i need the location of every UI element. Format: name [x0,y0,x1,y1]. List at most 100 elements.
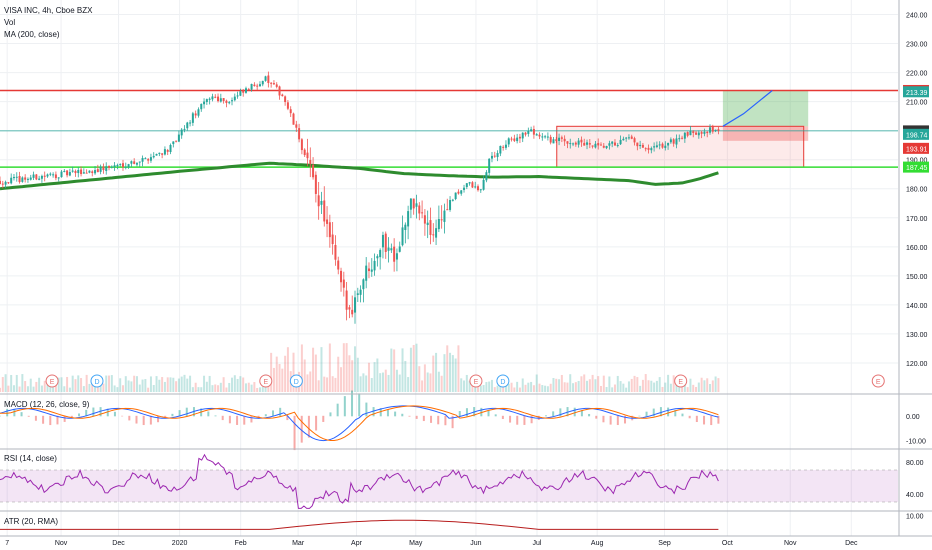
candle-body [379,250,382,258]
macd-histogram-bar [279,407,282,417]
dividend-marker[interactable]: D [496,374,510,388]
volume-bar [43,380,46,392]
macd-histogram-bar [329,412,332,417]
volume-bar [485,382,488,392]
earnings-marker[interactable]: E [469,374,483,388]
volume-bar [18,386,21,392]
macd-histogram-bar [379,408,382,417]
candle-body [549,136,552,143]
volume-bar [440,375,443,392]
volume-bar [320,347,323,392]
candle-body [560,137,563,139]
volume-bar [706,378,709,392]
volume-bar [110,375,113,392]
earnings-marker[interactable]: E [259,374,273,388]
volume-bar [312,347,315,392]
price-tick-label: 170.00 [906,216,928,223]
volume-bar [309,371,312,392]
candle-body [474,186,477,188]
candle-body [175,140,178,142]
volume-bar [256,387,259,392]
volume-bar [57,377,60,392]
candle-body [532,128,535,135]
volume-bar [365,375,368,392]
candle-body [200,103,203,110]
volume-bar [317,380,320,392]
volume-bar [672,375,675,392]
candle-body [183,128,186,130]
candle-body [633,138,636,143]
volume-bar [524,384,527,392]
candle-body [443,210,446,222]
candle-body [1,183,4,185]
candle-body [367,268,370,272]
candle-body [541,136,544,138]
candle-body [683,132,686,139]
volume-bar [35,381,38,392]
candle-body [616,145,619,147]
candle-body [641,144,644,148]
candle-body [110,166,113,168]
macd-histogram-bar [573,407,576,417]
candle-body [457,191,460,194]
volume-bar [376,358,379,392]
dividend-marker[interactable]: D [289,374,303,388]
candle-body [463,187,466,190]
volume-bar [144,379,147,392]
candle-body [219,98,222,102]
candle-body [275,84,278,87]
drawings[interactable] [722,90,773,127]
dividend-marker[interactable]: D [90,374,104,388]
volume-bar [384,369,387,392]
earnings-marker[interactable]: E [45,374,59,388]
macd-histogram-bar [56,415,59,425]
candle-body [653,146,656,148]
macd-histogram-bar [451,415,454,429]
candle-body [398,246,401,252]
marker-label: D [294,379,299,386]
price-tick-label: 240.00 [906,13,928,20]
candle-body [661,143,664,148]
candle-body [381,234,384,248]
candle-body [404,224,407,231]
price-tick-label: 120.00 [906,361,928,368]
volume-bar [538,383,541,392]
volume-bar [208,375,211,392]
volume-bar [1,377,4,392]
volume-bar [709,383,712,392]
stop-zone [722,126,809,141]
volume-bar [454,358,457,392]
candle-body [68,172,71,176]
volume-bar [205,381,208,392]
candle-body [451,199,454,201]
macd-histogram-bar [315,415,318,431]
candle-body [166,149,169,152]
volume-bar [233,375,236,392]
volume-bar [278,364,281,392]
candle-body [393,246,396,262]
candle-body [493,155,496,157]
candle-body [127,164,130,168]
volume-bar [24,381,27,392]
earnings-marker[interactable]: E [674,374,688,388]
macd-histogram-bar [372,407,375,417]
volume-bar [664,382,667,392]
candle-body [71,170,74,172]
volume-bar [616,375,619,392]
earnings-marker[interactable]: E [871,374,885,388]
macd-histogram-bar [358,393,361,417]
candle-body [82,172,85,174]
volume-bar [572,383,575,392]
candle-body [384,233,387,252]
macd-histogram-bar [595,415,598,419]
candle-body [272,83,275,85]
volume-bar [82,386,85,392]
volume-bar [599,385,602,392]
volume-bar [116,387,119,392]
candle-body [15,176,18,178]
candle-body [482,179,485,190]
macd-histogram-bar [444,415,447,426]
volume-bar [300,344,303,392]
